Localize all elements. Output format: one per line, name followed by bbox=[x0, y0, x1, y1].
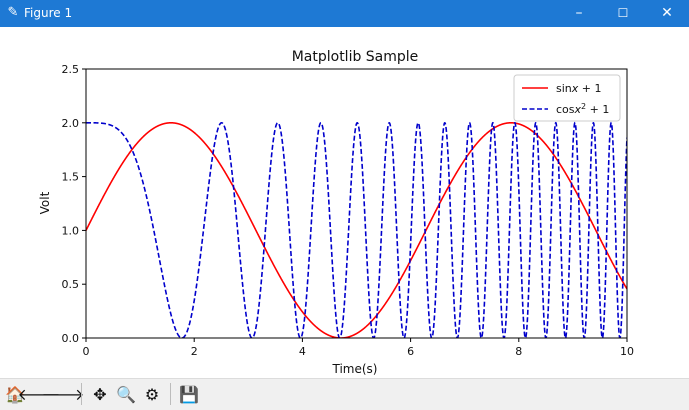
axes: 0 2 4 6 8 10 0.0 0.5 1.0 1.5 2.0 2.5 bbox=[62, 63, 635, 358]
x-tick-label: 6 bbox=[407, 345, 414, 358]
y-tick-label: 1.0 bbox=[62, 224, 80, 237]
toolbar-separator bbox=[170, 383, 171, 405]
series-line-1 bbox=[86, 122, 627, 338]
zoom-icon[interactable]: 🔍 bbox=[116, 384, 136, 404]
y-tick-label: 2.0 bbox=[62, 117, 80, 130]
maximize-button[interactable]: ☐ bbox=[617, 6, 629, 20]
y-tick-label: 0.5 bbox=[62, 278, 80, 291]
x-axis-label: Time(s) bbox=[332, 362, 378, 376]
y-tick-label: 1.5 bbox=[62, 171, 80, 184]
x-tick-label: 8 bbox=[515, 345, 522, 358]
arrow-right-icon[interactable]: 🡒 bbox=[41, 385, 85, 404]
legend-label-2: cosx2 + 1 bbox=[556, 102, 609, 117]
title-bar: ✎ Figure 1 – ☐ ✕ bbox=[0, 0, 689, 27]
navigation-toolbar: 🏠 🡐 🡒 ✥ 🔍 ⚙ 💾 bbox=[0, 378, 689, 410]
toolbar-separator bbox=[81, 383, 82, 405]
chart-title: Matplotlib Sample bbox=[292, 49, 419, 65]
x-tick-label: 10 bbox=[620, 345, 634, 358]
minimize-button[interactable]: – bbox=[575, 5, 583, 21]
sliders-icon[interactable]: ⚙ bbox=[144, 384, 160, 404]
x-tick-label: 2 bbox=[191, 345, 198, 358]
figure-canvas: Matplotlib Sample 0 2 4 6 8 10 0.0 0.5 1.0 1.5 2.0… bbox=[0, 27, 689, 378]
y-tick-label: 2.5 bbox=[62, 63, 80, 76]
y-tick-label: 0.0 bbox=[62, 332, 80, 345]
window-title: Figure 1 bbox=[24, 6, 73, 20]
line-chart: Matplotlib Sample 0 2 4 6 8 10 0.0 0.5 1.0 1.5 2.0… bbox=[38, 49, 635, 376]
series-line-2 bbox=[86, 121, 627, 338]
arrow-left-icon[interactable]: 🡐 bbox=[17, 385, 61, 404]
home-icon[interactable]: 🏠 bbox=[5, 384, 25, 404]
plot-area bbox=[86, 121, 627, 338]
pan-icon[interactable]: ✥ bbox=[93, 384, 107, 404]
x-tick-label: 0 bbox=[83, 345, 90, 358]
app-icon: ✎ bbox=[7, 5, 19, 20]
x-tick-label: 4 bbox=[299, 345, 306, 358]
legend-label-1: sinx + 1 bbox=[556, 82, 602, 95]
axes-frame bbox=[85, 68, 628, 339]
save-icon[interactable]: 💾 bbox=[179, 384, 199, 404]
legend: sinx + 1 cosx2 + 1 bbox=[513, 74, 621, 122]
y-axis-label: Volt bbox=[38, 191, 52, 214]
close-button[interactable]: ✕ bbox=[661, 5, 673, 21]
